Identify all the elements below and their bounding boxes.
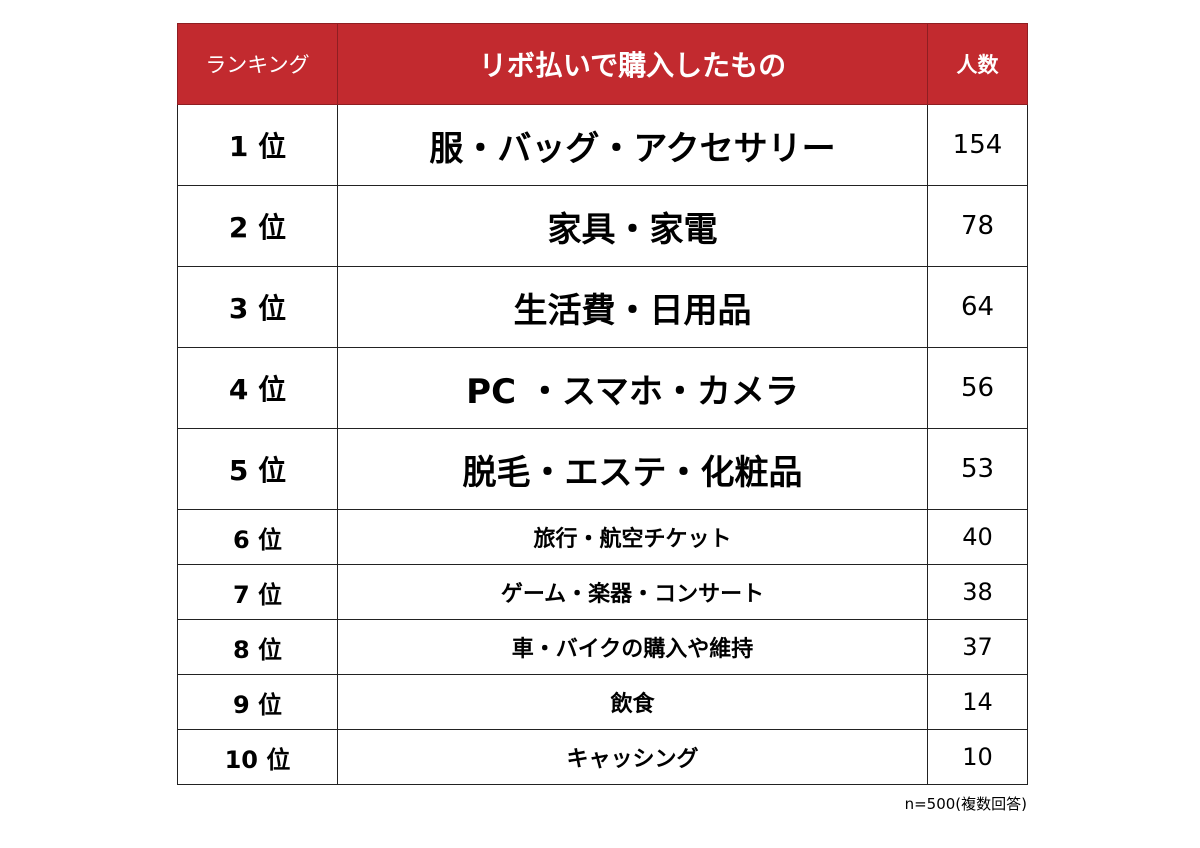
item-cell: 脱毛・エステ・化粧品 bbox=[337, 428, 928, 510]
table-row: 1 位 服・バッグ・アクセサリー 154 bbox=[177, 104, 1028, 186]
table-row: 4 位 PC ・スマホ・カメラ 56 bbox=[177, 347, 1028, 429]
item-cell: 車・バイクの購入や維持 bbox=[337, 619, 928, 675]
rank-cell: 1 位 bbox=[177, 104, 338, 186]
count-cell: 64 bbox=[927, 266, 1028, 348]
item-cell: PC ・スマホ・カメラ bbox=[337, 347, 928, 429]
rank-cell: 9 位 bbox=[177, 674, 338, 730]
count-cell: 53 bbox=[927, 428, 1028, 510]
rank-cell: 7 位 bbox=[177, 564, 338, 620]
count-cell: 40 bbox=[927, 509, 1028, 565]
header-rank: ランキング bbox=[177, 23, 338, 105]
table-row: 6 位 旅行・航空チケット 40 bbox=[177, 509, 1028, 565]
count-cell: 38 bbox=[927, 564, 1028, 620]
rank-cell: 6 位 bbox=[177, 509, 338, 565]
header-item: リボ払いで購入したもの bbox=[337, 23, 928, 105]
ranking-table: ランキング リボ払いで購入したもの 人数 1 位 服・バッグ・アクセサリー 15… bbox=[177, 23, 1028, 785]
count-cell: 37 bbox=[927, 619, 1028, 675]
count-cell: 78 bbox=[927, 185, 1028, 267]
count-cell: 14 bbox=[927, 674, 1028, 730]
table-row: 2 位 家具・家電 78 bbox=[177, 185, 1028, 267]
rank-cell: 4 位 bbox=[177, 347, 338, 429]
item-cell: キャッシング bbox=[337, 729, 928, 785]
table-row: 8 位 車・バイクの購入や維持 37 bbox=[177, 619, 1028, 675]
rank-cell: 3 位 bbox=[177, 266, 338, 348]
item-cell: 旅行・航空チケット bbox=[337, 509, 928, 565]
rank-cell: 8 位 bbox=[177, 619, 338, 675]
table-row: 9 位 飲食 14 bbox=[177, 674, 1028, 730]
rank-cell: 10 位 bbox=[177, 729, 338, 785]
header-row: ランキング リボ払いで購入したもの 人数 bbox=[177, 23, 1028, 105]
header-count: 人数 bbox=[927, 23, 1028, 105]
table-row: 3 位 生活費・日用品 64 bbox=[177, 266, 1028, 348]
count-cell: 154 bbox=[927, 104, 1028, 186]
sample-size-note: n=500(複数回答) bbox=[904, 795, 1027, 813]
item-cell: 飲食 bbox=[337, 674, 928, 730]
table-row: 5 位 脱毛・エステ・化粧品 53 bbox=[177, 428, 1028, 510]
count-cell: 10 bbox=[927, 729, 1028, 785]
rank-cell: 5 位 bbox=[177, 428, 338, 510]
item-cell: 家具・家電 bbox=[337, 185, 928, 267]
table-row: 10 位 キャッシング 10 bbox=[177, 729, 1028, 785]
item-cell: ゲーム・楽器・コンサート bbox=[337, 564, 928, 620]
table-row: 7 位 ゲーム・楽器・コンサート 38 bbox=[177, 564, 1028, 620]
item-cell: 生活費・日用品 bbox=[337, 266, 928, 348]
count-cell: 56 bbox=[927, 347, 1028, 429]
rank-cell: 2 位 bbox=[177, 185, 338, 267]
item-cell: 服・バッグ・アクセサリー bbox=[337, 104, 928, 186]
